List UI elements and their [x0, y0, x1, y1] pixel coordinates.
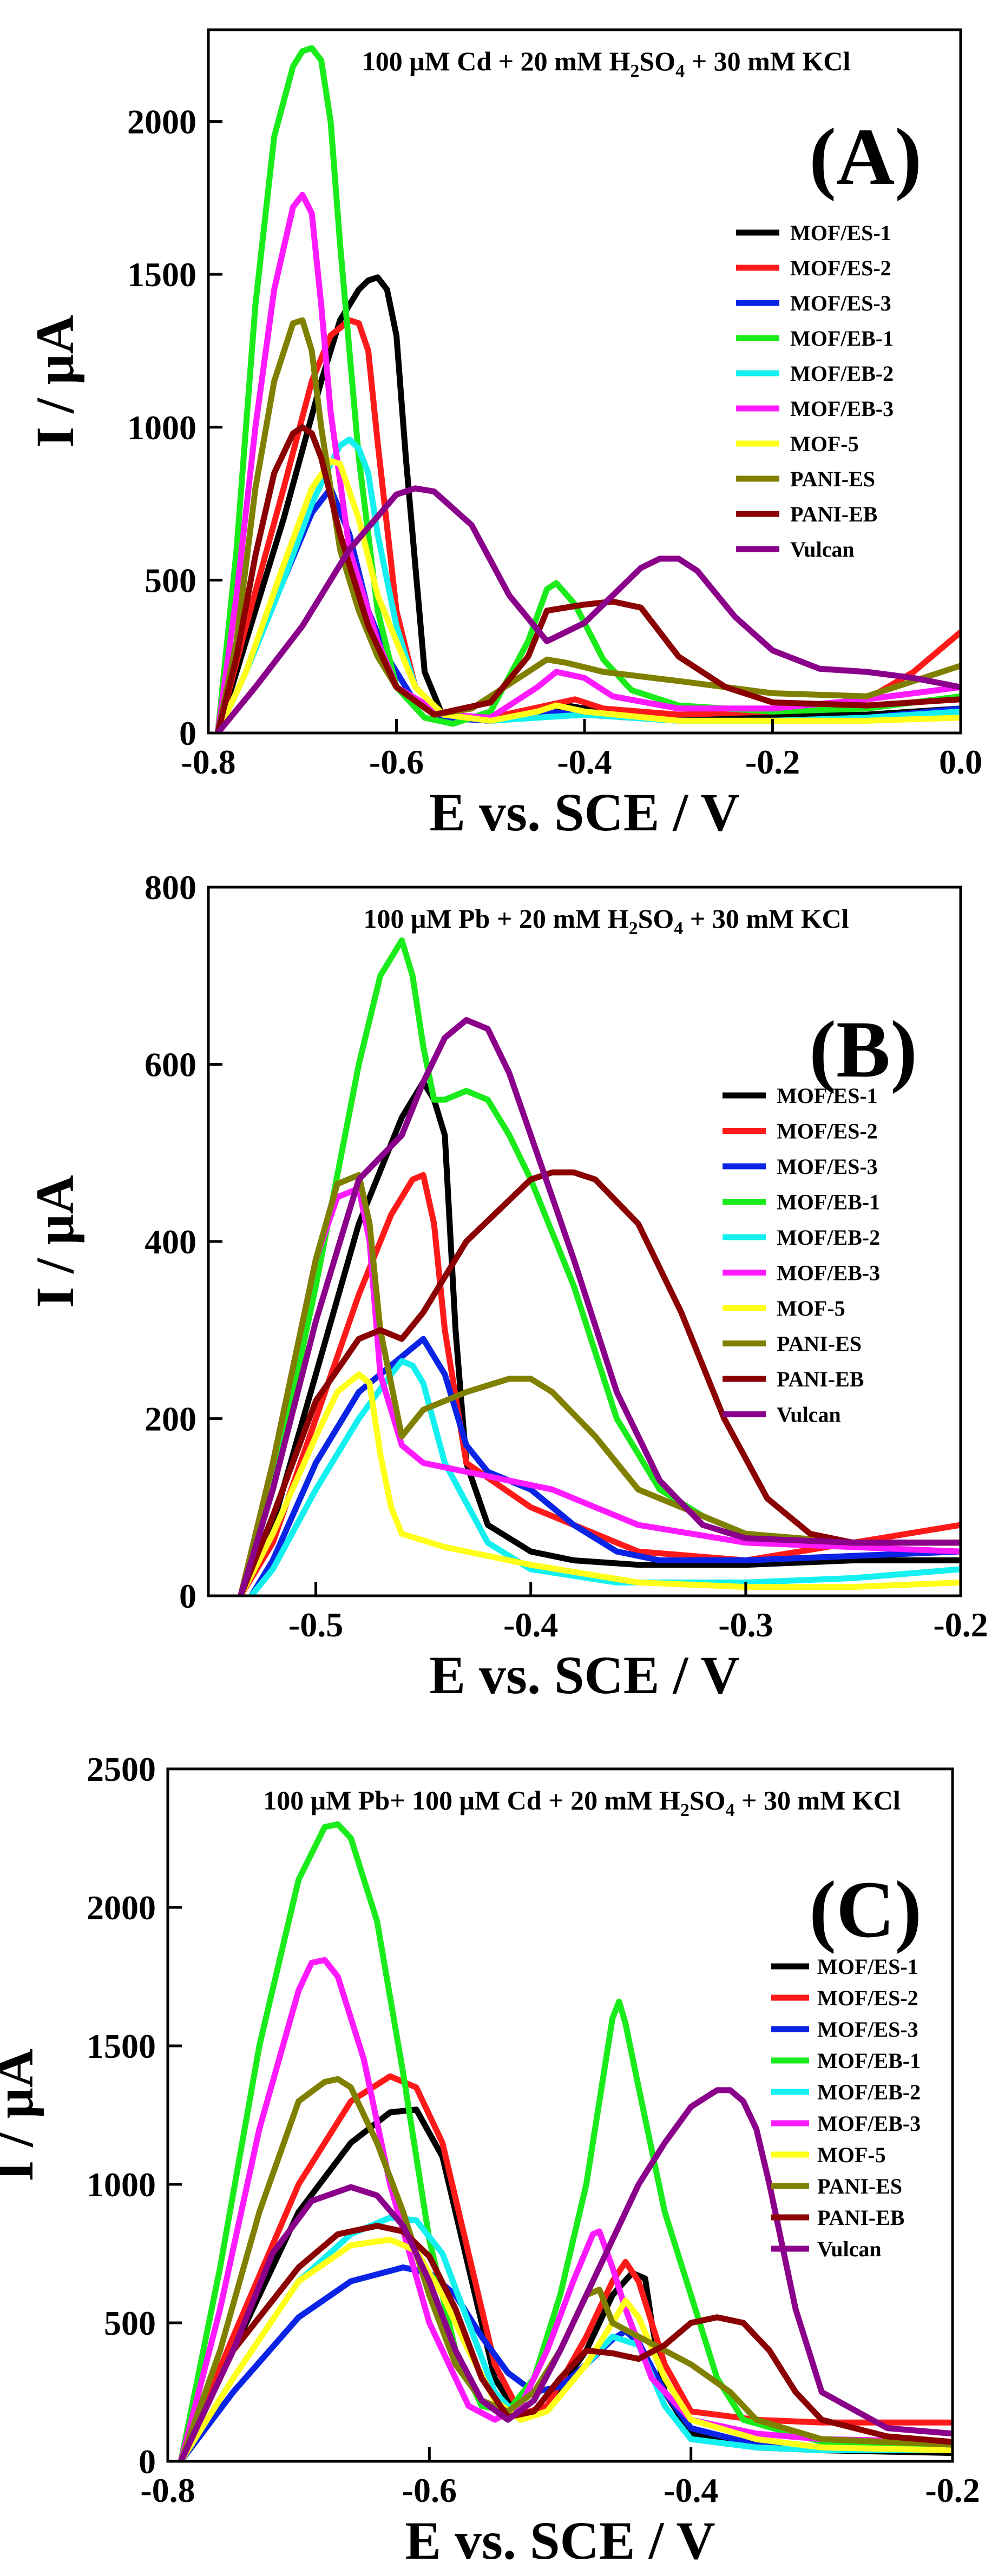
legend-label: MOF-5	[790, 432, 859, 456]
panel-b: -0.5 -0.4 -0.3 -0.2 0 200 400 600 800 E vs. SCE /…	[25, 868, 988, 1705]
x-tick-label: -0.4	[557, 743, 612, 781]
series-line-mof-es-2	[238, 1172, 961, 1596]
legend-label: MOF/ES-2	[817, 1986, 918, 2010]
legend-label: MOF/EB-1	[790, 326, 894, 351]
x-axis-label: E vs. SCE / V	[429, 1645, 739, 1705]
series-line-mof-5	[238, 1371, 961, 1596]
x-axis-label: E vs. SCE / V	[405, 2511, 715, 2571]
legend-label: MOF/ES-2	[790, 256, 891, 280]
series-line-mof-5	[178, 2236, 953, 2461]
legend-label: MOF/EB-2	[777, 1225, 880, 1250]
panel-c: -0.8 -0.6 -0.4 -0.2 0 500 1000 1500 2000 2500 E vs…	[0, 1750, 980, 2571]
series-line-pani-eb	[238, 1169, 961, 1596]
legend-label: MOF/ES-3	[777, 1154, 878, 1179]
y-tick-label: 2000	[87, 1888, 156, 1927]
legend-label: MOF/ES-1	[790, 221, 891, 245]
series-line-mof-eb-1	[214, 45, 961, 733]
y-tick-label: 1500	[87, 2027, 156, 2065]
y-tick-label: 200	[145, 1400, 196, 1438]
legend-label: PANI-EB	[790, 502, 877, 526]
legend-label: MOF/EB-3	[777, 1261, 880, 1285]
legend-label: Vulcan	[817, 2237, 882, 2261]
series-line-vulcan	[214, 485, 961, 733]
y-tick-label: 800	[145, 868, 196, 907]
y-tick-label: 2500	[87, 1750, 156, 1788]
y-tick-label: 0	[179, 1577, 196, 1615]
legend-label: MOF/ES-1	[817, 1954, 918, 1979]
legend-label: MOF/EB-3	[790, 397, 894, 421]
series-line-mof-es-3	[248, 1336, 961, 1596]
y-tick-label: 2000	[127, 103, 196, 141]
legend-label: MOF/EB-1	[777, 1190, 880, 1214]
legend-label: MOF/ES-2	[777, 1119, 878, 1144]
series-line-vulcan	[178, 2087, 953, 2461]
x-tick-label: -0.2	[933, 1606, 988, 1644]
panel-a: -0.8 -0.6 -0.4 -0.2 0.0 0 500 1000 1500 2000 E vs.…	[25, 28, 982, 842]
x-tick-label: -0.4	[503, 1606, 558, 1644]
legend-label: MOF/EB-2	[817, 2080, 921, 2104]
legend-label: PANI-EB	[817, 2205, 904, 2230]
series-line-pani-eb	[178, 2223, 953, 2461]
legend: MOF/ES-1 MOF/ES-2 MOF/ES-3 MOF/EB-1 MOF/EB-2…	[736, 221, 894, 562]
legend-label: MOF/ES-3	[817, 2017, 918, 2042]
series-lines	[238, 937, 961, 1596]
y-tick-label: 0	[179, 714, 196, 752]
legend: MOF/ES-1 MOF/ES-2 MOF/ES-3 MOF/EB-1 MOF/EB-2…	[771, 1954, 921, 2261]
x-tick-label: -0.8	[140, 2471, 195, 2509]
legend-label: PANI-EB	[777, 1367, 864, 1391]
axes-frame	[166, 1767, 954, 2463]
series-line-pani-es	[178, 2076, 953, 2461]
series-line-mof-es-1	[238, 1079, 961, 1596]
x-tick-label: -0.8	[181, 743, 235, 781]
x-tick-label: -0.3	[718, 1606, 773, 1644]
panel-title: 100 μM Pb + 20 mM H2SO4 + 30 mM KCl	[363, 903, 849, 939]
y-tick-label: 500	[104, 2304, 156, 2342]
legend-label: Vulcan	[777, 1403, 841, 1427]
legend-label: PANI-ES	[790, 467, 875, 491]
y-tick-label: 1500	[127, 255, 196, 294]
x-tick-label: -0.2	[925, 2471, 980, 2509]
panel-title: 100 μM Pb+ 100 μM Cd + 20 mM H2SO4 + 30 …	[263, 1785, 901, 1820]
legend-label: MOF/ES-3	[790, 291, 891, 315]
x-tick-label: -0.4	[664, 2471, 718, 2509]
x-tick-label: -0.5	[288, 1606, 343, 1644]
legend-label: PANI-ES	[777, 1332, 862, 1356]
series-line-mof-5	[214, 458, 961, 733]
y-tick-label: 1000	[127, 408, 196, 447]
series-line-vulcan	[238, 1017, 961, 1596]
panel-letter: (A)	[809, 112, 922, 202]
x-tick-label: 0.0	[939, 743, 982, 781]
y-axis-label: I / μA	[0, 2049, 44, 2182]
legend-label: MOF-5	[817, 2143, 886, 2167]
y-axis-label: I / μA	[25, 315, 85, 448]
y-tick-label: 0	[139, 2442, 156, 2481]
x-axis-label: E vs. SCE / V	[429, 782, 739, 842]
legend-label: Vulcan	[790, 537, 855, 562]
series-lines	[178, 1821, 953, 2461]
y-axis-label: I / μA	[25, 1175, 85, 1308]
series-line-pani-eb	[214, 424, 961, 733]
panel-letter: (B)	[809, 1005, 917, 1094]
legend: MOF/ES-1 MOF/ES-2 MOF/ES-3 MOF/EB-1 MOF/EB-2…	[723, 1084, 880, 1427]
legend-label: MOF/EB-3	[817, 2111, 921, 2136]
y-tick-label: 400	[145, 1223, 196, 1261]
legend-label: MOF/EB-2	[790, 361, 894, 386]
x-tick-label: -0.6	[402, 2471, 457, 2509]
series-line-pani-es	[238, 1172, 961, 1596]
y-tick-label: 600	[145, 1046, 196, 1084]
series-lines	[214, 45, 961, 733]
x-tick-label: -0.6	[369, 743, 424, 781]
legend-label: PANI-ES	[817, 2174, 902, 2198]
y-tick-label: 500	[145, 561, 196, 599]
legend-label: MOF/ES-1	[777, 1084, 878, 1108]
panel-letter: (C)	[809, 1865, 922, 1954]
panel-title: 100 μM Cd + 20 mM H2SO4 + 30 mM KCl	[362, 46, 851, 81]
y-tick-label: 1000	[87, 2165, 156, 2204]
legend-label: MOF/EB-1	[817, 2049, 921, 2073]
series-line-mof-es-3	[178, 2264, 953, 2461]
legend-label: MOF-5	[777, 1296, 845, 1320]
x-tick-label: -0.2	[745, 743, 800, 781]
